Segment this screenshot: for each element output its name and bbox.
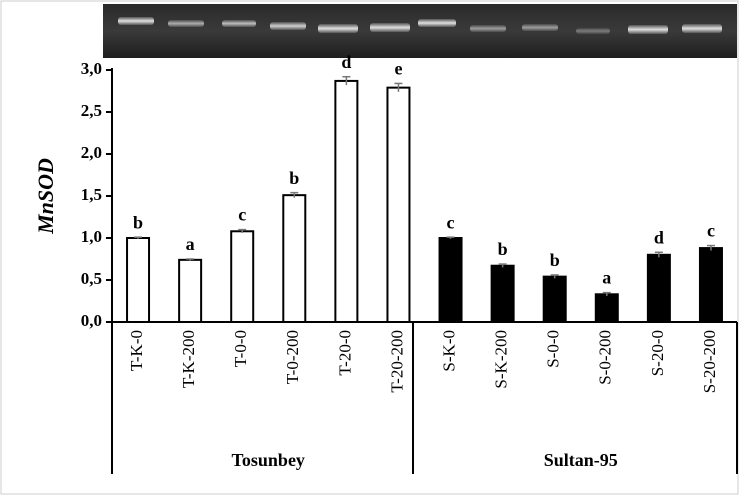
significance-letter: e — [394, 59, 402, 79]
x-tick-label: T-20-200 — [387, 330, 406, 393]
significance-letter: a — [602, 268, 611, 288]
significance-letter: b — [550, 250, 560, 270]
significance-letter: a — [186, 234, 195, 254]
x-tick-label: T-0-0 — [231, 330, 250, 367]
bar — [700, 248, 722, 322]
y-tick-label: 0,0 — [81, 311, 102, 330]
significance-letter: b — [498, 239, 508, 259]
x-tick-label: T-20-0 — [335, 330, 354, 376]
group-label: Tosunbey — [232, 450, 305, 470]
group-label: Sultan-95 — [544, 450, 618, 470]
bar — [492, 266, 514, 322]
significance-letter: b — [289, 168, 299, 188]
y-tick-label: 1,0 — [81, 227, 102, 246]
significance-letter: c — [238, 205, 246, 225]
significance-letter: d — [341, 52, 351, 72]
bar — [283, 195, 305, 322]
x-tick-label: T-K-0 — [127, 330, 146, 371]
y-tick-label: 3,0 — [81, 59, 102, 78]
significance-letter: d — [654, 227, 664, 247]
significance-letter: c — [447, 212, 455, 232]
x-tick-label: S-0-0 — [544, 330, 563, 368]
bar — [335, 81, 357, 322]
significance-letter: c — [707, 221, 715, 241]
bar — [179, 260, 201, 322]
bar — [127, 238, 149, 322]
x-tick-label: S-K-200 — [492, 330, 511, 389]
chart: MnSOD 0,0 0,5 1,0 1,5 2,0 2,5 3,0 b T-K-0 a T-K-20… — [0, 0, 739, 495]
bar — [387, 88, 409, 322]
x-tick-label: S-20-0 — [648, 330, 667, 376]
bar — [440, 238, 462, 322]
gel-image — [103, 4, 737, 58]
y-tick-label: 2,5 — [81, 101, 102, 120]
significance-letter: b — [133, 212, 143, 232]
bar — [596, 294, 618, 322]
x-tick-label: T-0-200 — [283, 330, 302, 384]
bar — [231, 231, 253, 322]
x-tick-label: S-K-0 — [439, 330, 458, 372]
y-axis-label: MnSOD — [33, 158, 58, 235]
bar — [648, 255, 670, 322]
bar — [544, 277, 566, 322]
y-tick-label: 1,5 — [81, 185, 102, 204]
x-tick-label: S-20-200 — [700, 330, 719, 393]
x-tick-label: T-K-200 — [179, 330, 198, 388]
x-tick-label: S-0-200 — [596, 330, 615, 385]
y-tick-label: 2,0 — [81, 143, 102, 162]
y-tick-label: 0,5 — [81, 269, 102, 288]
axes — [112, 68, 737, 474]
